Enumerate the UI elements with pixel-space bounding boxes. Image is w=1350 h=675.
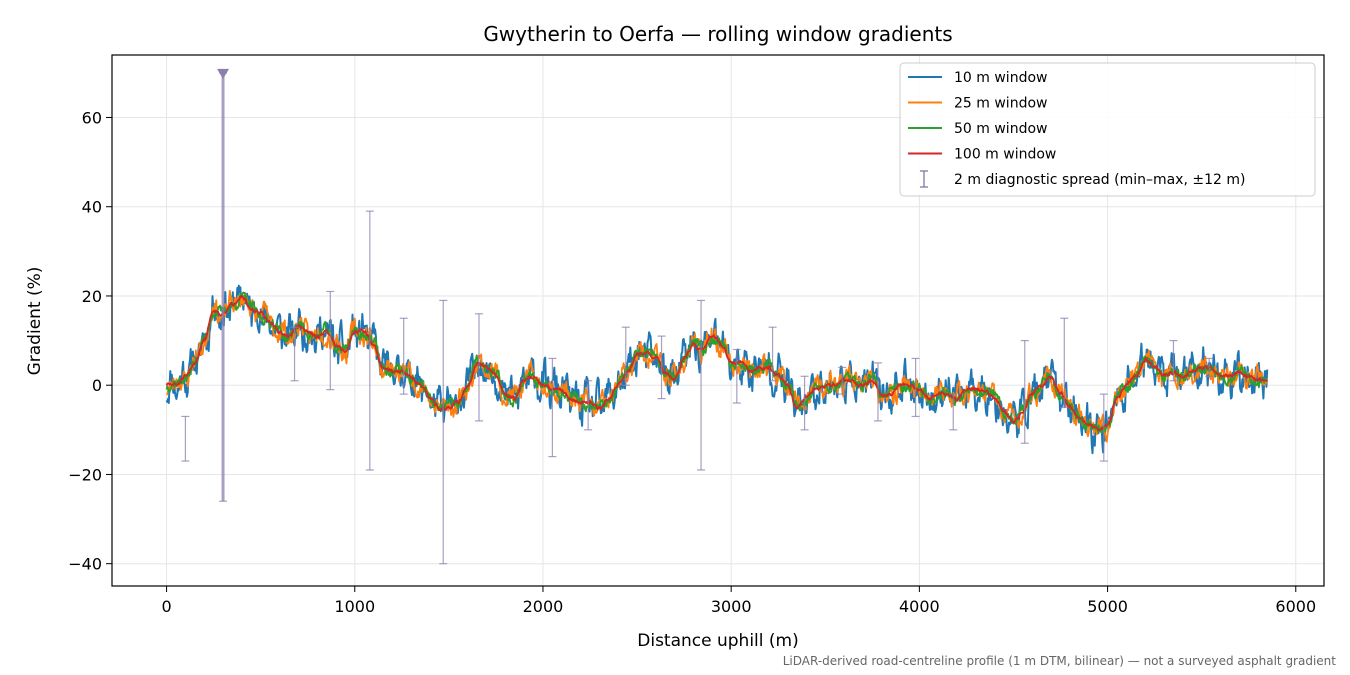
y-tick-label: −40 [68, 555, 102, 574]
legend-label: 100 m window [954, 147, 1056, 163]
series-layer [165, 284, 1269, 455]
diagnostic-bar [911, 357, 920, 418]
plot-frame [111, 54, 1325, 587]
legend-label: 10 m window [954, 70, 1047, 86]
x-tick-label: 4000 [899, 597, 940, 616]
diagnostic-bar [732, 348, 741, 404]
footnote: LiDAR-derived road-centreline profile (1… [783, 654, 1337, 668]
legend-label: 25 m window [954, 96, 1047, 112]
diagnostic-bar [365, 210, 374, 471]
diagnostic-bar [800, 375, 809, 431]
diagnostic-errorbars [181, 68, 1214, 565]
diagnostic-bar [657, 335, 666, 400]
diagnostic-bar [1169, 339, 1178, 382]
legend: 10 m window 25 m window 50 m window 100 m w… [899, 62, 1316, 197]
legend-box [899, 62, 1316, 197]
diagnostic-bar [768, 326, 777, 382]
y-tick-label: 40 [82, 198, 102, 217]
x-tick-label: 1000 [334, 597, 375, 616]
y-axis-label: Gradient (%) [25, 267, 45, 376]
diagnostic-bar [1099, 393, 1108, 462]
series-line-4 [165, 294, 1268, 432]
y-tick-label: 60 [82, 108, 102, 127]
axes: 0 1000 2000 3000 4000 5000 6000 −40 −20 0 20 40 60 [68, 108, 1316, 616]
diagnostic-bar [584, 380, 593, 431]
x-tick-label: 0 [161, 597, 171, 616]
legend-label: 50 m window [954, 121, 1047, 137]
x-tick-label: 3000 [711, 597, 752, 616]
y-tick-label: −20 [68, 465, 102, 484]
diagnostic-bar [949, 393, 958, 431]
diagnostic-bar [290, 326, 299, 382]
diagnostic-bar [474, 313, 483, 422]
y-tick-label: 0 [92, 376, 102, 395]
x-tick-label: 5000 [1087, 597, 1128, 616]
legend-label: 2 m diagnostic spread (min–max, ±12 m) [954, 172, 1245, 188]
chart-title: Gwytherin to Oerfa — rolling window grad… [483, 22, 952, 46]
diagnostic-bar [621, 326, 630, 386]
diagnostic-bar [1205, 357, 1214, 377]
diagnostic-bar [181, 415, 190, 462]
diagnostic-bar [1020, 339, 1029, 444]
diagnostic-bar [548, 357, 557, 458]
diagnostic-bar [326, 290, 335, 391]
x-tick-label: 6000 [1275, 597, 1316, 616]
diagnostic-bar [399, 317, 408, 395]
diagnostic-bar [697, 299, 706, 471]
x-tick-label: 2000 [523, 597, 564, 616]
diagnostic-bar [1060, 317, 1069, 409]
diagnostic-bar [873, 362, 882, 422]
diagnostic-bar [838, 366, 847, 395]
x-axis-label: Distance uphill (m) [637, 631, 798, 651]
y-tick-label: 20 [82, 287, 102, 306]
diagnostic-bar [439, 299, 448, 565]
off-scale-marker [217, 68, 230, 79]
